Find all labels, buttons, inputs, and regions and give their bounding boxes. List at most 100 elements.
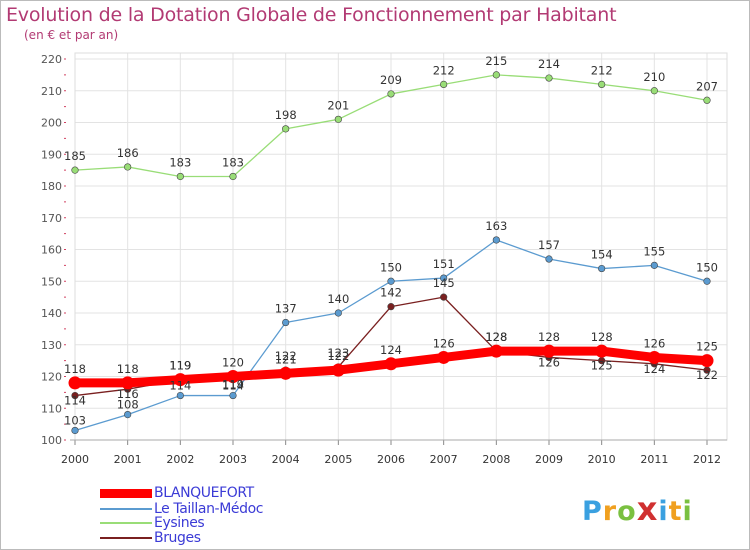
data-label-bruges: 122 xyxy=(275,349,297,363)
data-label-eysines: 207 xyxy=(696,79,718,93)
data-point-le-taillan-m-doc xyxy=(545,255,553,263)
x-tick-label: 2004 xyxy=(272,453,300,466)
data-label-bruges: 116 xyxy=(117,387,139,401)
data-label-eysines: 185 xyxy=(64,149,86,163)
series-lines xyxy=(68,71,714,435)
logo-letter: i xyxy=(682,496,693,527)
proxiti-logo: Proxiti xyxy=(582,490,693,528)
data-point-blanquefort xyxy=(173,373,187,387)
data-label-blanquefort: 126 xyxy=(433,336,455,350)
data-label-eysines: 210 xyxy=(643,70,665,84)
data-point-blanquefort xyxy=(489,344,503,358)
logo-letter: x xyxy=(636,490,659,528)
data-point-eysines xyxy=(229,172,237,181)
x-tick-label: 2001 xyxy=(114,453,142,466)
data-point-le-taillan-m-doc xyxy=(229,391,237,400)
data-point-eysines xyxy=(545,74,553,82)
data-point-eysines xyxy=(124,163,132,171)
data-label-blanquefort: 124 xyxy=(380,343,402,357)
data-point-eysines xyxy=(440,80,448,88)
data-label-eysines: 183 xyxy=(222,155,244,169)
x-tick-label: 2011 xyxy=(640,453,668,466)
data-label-eysines: 198 xyxy=(275,108,297,122)
data-label-bruges: 114 xyxy=(64,394,86,408)
data-point-eysines xyxy=(703,96,711,104)
chart-subtitle: (en € et par an) xyxy=(24,28,119,42)
data-label-eysines: 214 xyxy=(538,57,560,71)
legend-swatch-blanquefort xyxy=(100,488,152,498)
data-labels: 185 186 183 183 198 201 209 212 215 214 212 210 207 1… xyxy=(64,54,718,428)
data-label-eysines: 212 xyxy=(591,63,613,77)
data-label-le-taillan-m-doc: 151 xyxy=(433,257,455,271)
data-point-le-taillan-m-doc xyxy=(334,309,342,317)
logo-letter: o xyxy=(617,496,637,527)
y-tick-label: 140 xyxy=(41,307,62,320)
data-point-le-taillan-m-doc xyxy=(703,277,711,285)
data-label-bruges: 122 xyxy=(696,368,718,382)
data-label-eysines: 201 xyxy=(327,98,349,112)
y-tick-label: 120 xyxy=(41,371,62,384)
logo-letter: P xyxy=(582,496,603,527)
data-point-le-taillan-m-doc xyxy=(282,318,290,327)
y-tick-label: 150 xyxy=(41,275,62,288)
data-point-blanquefort xyxy=(121,376,135,390)
data-label-eysines: 209 xyxy=(380,73,402,87)
y-tick-label: 170 xyxy=(41,212,62,225)
data-point-eysines xyxy=(176,172,184,181)
legend-swatch-le-taillan-medoc xyxy=(100,508,152,510)
data-label-bruges: 145 xyxy=(433,276,455,290)
legend-label-bruges: Bruges xyxy=(154,530,201,546)
y-tick-label: 210 xyxy=(41,85,62,98)
x-tick-label: 2012 xyxy=(693,453,721,466)
data-point-le-taillan-m-doc xyxy=(598,264,606,273)
data-label-blanquefort: 119 xyxy=(169,359,191,373)
data-label-le-taillan-m-doc: 154 xyxy=(591,248,613,262)
data-point-blanquefort xyxy=(437,350,451,364)
data-label-bruges: 125 xyxy=(591,359,613,373)
x-tick-label: 2008 xyxy=(482,453,510,466)
y-tick-label: 130 xyxy=(41,339,62,352)
data-label-bruges: 119 xyxy=(169,359,191,373)
legend-label-le-taillan-medoc: Le Taillan-Médoc xyxy=(154,501,264,517)
data-label-le-taillan-m-doc: 163 xyxy=(485,219,507,233)
chart-title: Evolution de la Dotation Globale de Fonc… xyxy=(6,4,617,26)
data-point-bruges xyxy=(387,303,395,311)
y-tick-label: 160 xyxy=(41,244,62,257)
data-point-le-taillan-m-doc xyxy=(387,277,395,285)
data-point-le-taillan-m-doc xyxy=(71,426,79,435)
data-point-blanquefort xyxy=(595,344,609,358)
y-tick-label: 100 xyxy=(41,434,62,447)
data-label-le-taillan-m-doc: 114 xyxy=(222,379,244,393)
x-tick-label: 2009 xyxy=(535,453,563,466)
data-label-bruges: 128 xyxy=(485,330,507,344)
x-tick-label: 2002 xyxy=(166,453,194,466)
data-point-bruges xyxy=(440,293,448,301)
data-label-eysines: 212 xyxy=(433,63,455,77)
data-label-blanquefort: 121 xyxy=(275,352,297,366)
y-tick-label: 190 xyxy=(41,148,62,161)
legend-item-le-taillan-medoc: Le Taillan-Médoc xyxy=(100,501,263,517)
data-point-eysines xyxy=(387,90,395,98)
logo-letter: r xyxy=(602,496,618,527)
data-point-eysines xyxy=(492,71,500,79)
data-label-blanquefort: 128 xyxy=(485,330,507,344)
data-label-le-taillan-m-doc: 155 xyxy=(643,244,665,258)
data-label-blanquefort: 128 xyxy=(591,330,613,344)
legend-label-blanquefort: BLANQUEFORT xyxy=(154,485,254,501)
data-label-le-taillan-m-doc: 150 xyxy=(696,260,718,274)
data-point-le-taillan-m-doc xyxy=(650,261,658,269)
x-tick-label: 2006 xyxy=(377,453,405,466)
y-tick-label: 200 xyxy=(41,117,62,130)
x-tick-label: 2003 xyxy=(219,453,247,466)
legend-item-bruges: Bruges xyxy=(100,530,201,546)
legend-label-eysines: Eysines xyxy=(154,515,205,531)
data-point-blanquefort xyxy=(226,370,240,383)
legend-item-blanquefort: BLANQUEFORT xyxy=(100,485,254,501)
data-point-blanquefort xyxy=(384,357,398,371)
data-label-blanquefort: 118 xyxy=(64,362,86,376)
legend-swatch-bruges xyxy=(100,537,152,539)
data-point-eysines xyxy=(334,115,342,123)
